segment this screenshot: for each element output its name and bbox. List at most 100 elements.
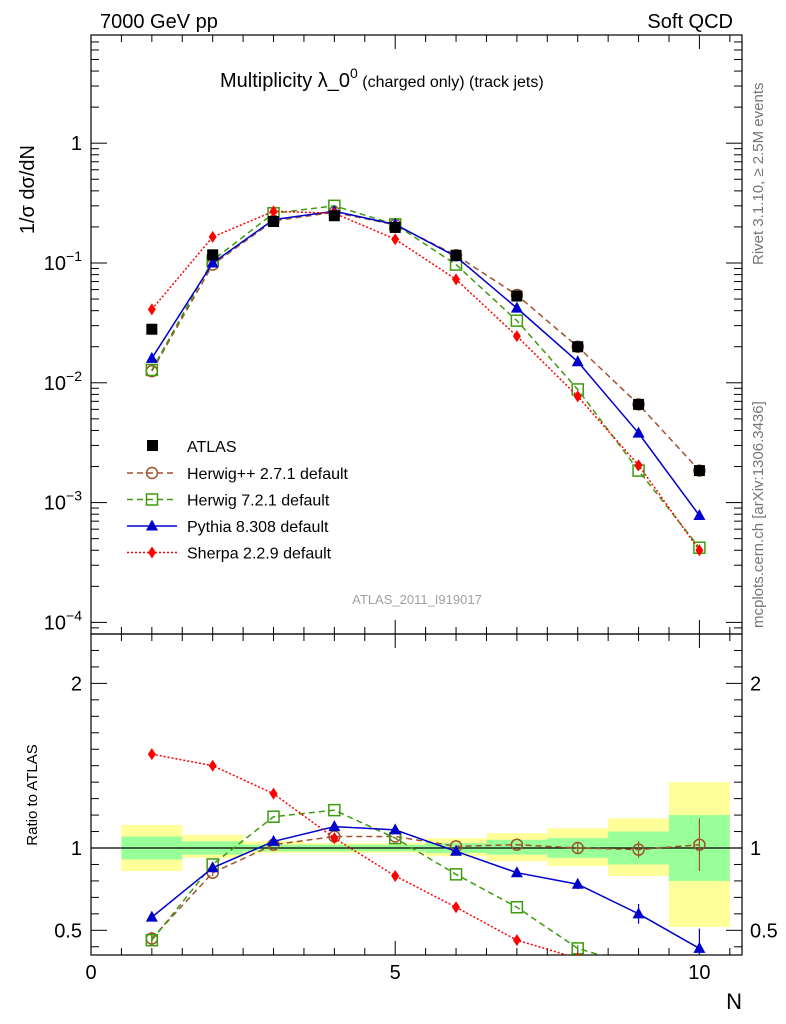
ratio-point	[269, 787, 278, 800]
plot-title-sup: 0	[350, 65, 358, 81]
atlas-point	[511, 290, 523, 302]
series-point	[512, 330, 521, 343]
ratio-point	[206, 861, 219, 873]
atlas-point	[268, 215, 280, 227]
ratio-point	[571, 877, 584, 889]
series-point	[269, 205, 278, 218]
y-tick-label: 10−1	[44, 248, 82, 275]
ratio-point	[267, 834, 280, 846]
plot-title-sub: (charged only) (track jets)	[358, 74, 544, 91]
ratio-series-2	[145, 820, 706, 955]
legend-marker	[145, 466, 159, 480]
ratio-point	[693, 941, 706, 953]
series-point	[632, 426, 645, 438]
series-point	[391, 233, 400, 246]
ratio-point	[145, 910, 158, 922]
atlas-point	[146, 323, 158, 335]
y-tick-base: 10	[44, 373, 66, 395]
atlas-point	[572, 341, 584, 353]
ratio-point	[575, 952, 580, 955]
rivet-version-text: Rivet 3.1.10, ≥ 2.5M events	[750, 83, 767, 266]
series-point	[208, 230, 217, 243]
ratio-point	[635, 961, 643, 973]
ratio-point	[328, 820, 341, 832]
series-layer	[145, 199, 706, 973]
y-axis-label-ratio: Ratio to ATLAS	[24, 744, 41, 845]
x-axis-label: N	[726, 989, 742, 1014]
series-point	[510, 314, 524, 327]
atlas-point	[328, 210, 340, 222]
x-tick-label: 5	[390, 962, 401, 984]
atlas-point	[450, 249, 462, 261]
ratio-point	[512, 934, 521, 947]
series-point	[695, 544, 704, 557]
series-point	[452, 273, 461, 286]
header-left: 7000 GeV pp	[100, 11, 218, 33]
ratio-point	[147, 748, 156, 761]
ratio-point	[510, 838, 524, 851]
legend-label: Sherpa 2.2.9 default	[187, 546, 332, 563]
y-tick-label: 10−2	[44, 368, 82, 395]
ratio-y-tick-label: 2	[71, 673, 82, 695]
legend-entry-3: Sherpa 2.2.9 default	[127, 546, 332, 563]
y-tick-exp: −1	[66, 248, 82, 264]
plot-title-main: Multiplicity λ_0	[220, 70, 350, 92]
ratio-point	[633, 961, 644, 972]
series-line	[151, 210, 701, 551]
series-line	[151, 210, 701, 516]
ratio-line	[151, 835, 700, 940]
ratio-point	[632, 843, 645, 856]
ratio-y-tick-label-right: 2	[750, 673, 761, 695]
y-tick-label: 10−4	[44, 607, 82, 634]
legend-marker-atlas	[147, 440, 158, 451]
legend-entry-0: Herwig++ 2.7.1 default	[127, 466, 349, 483]
ratio-point	[391, 869, 400, 882]
legend: ATLAS Herwig++ 2.7.1 default Herwig 7.2.1…	[127, 439, 349, 563]
main-panel-frame	[90, 34, 743, 635]
legend-entry-2: Pythia 8.308 default	[127, 519, 329, 536]
legend-marker	[148, 546, 156, 559]
y-tick-label: 1	[71, 133, 82, 155]
legend-label: Herwig 7.2.1 default	[187, 493, 330, 510]
legend-series: Herwig++ 2.7.1 default Herwig 7.2.1 defau…	[127, 466, 349, 563]
ratio-point	[328, 803, 341, 817]
x-tick-label: 10	[688, 962, 710, 984]
atlas-point	[693, 465, 705, 477]
legend-marker	[146, 519, 158, 531]
series-point	[510, 301, 523, 313]
y-tick-base: 10	[44, 612, 66, 634]
y-tick-base: 10	[44, 493, 66, 515]
ratio-line	[151, 825, 700, 950]
series-point	[147, 303, 156, 316]
atlas-point	[633, 398, 645, 410]
ratio-point	[449, 868, 463, 881]
y-tick-base: 10	[44, 253, 66, 275]
series-point	[573, 390, 582, 403]
x-tick-label: 0	[85, 962, 96, 984]
ratio-y-tick-label-right: 1	[750, 838, 761, 860]
ratio-point	[208, 759, 217, 772]
series-point	[693, 509, 706, 521]
series-point	[145, 351, 158, 363]
y-axis-label-main: 1/σ dσ/dN	[17, 145, 39, 234]
band-inner	[486, 839, 548, 855]
series-line	[151, 211, 700, 472]
y-tick-label: 10−3	[44, 488, 82, 515]
ratio-point	[267, 810, 280, 823]
legend-label-atlas: ATLAS	[187, 439, 237, 456]
legend-entry-1: Herwig 7.2.1 default	[127, 493, 330, 510]
header-right: Soft QCD	[647, 11, 733, 33]
ratio-y-tick-label: 1	[71, 838, 82, 860]
ratio-point	[632, 907, 645, 919]
ratio-point	[330, 832, 339, 845]
series-point	[571, 355, 584, 367]
ratio-point	[510, 866, 523, 878]
series-line	[151, 205, 701, 549]
ratio-series-1	[145, 803, 644, 972]
legend-label: Pythia 8.308 default	[187, 519, 329, 536]
ratio-point	[693, 838, 706, 851]
series-0	[145, 206, 706, 477]
atlas-point	[207, 249, 219, 261]
